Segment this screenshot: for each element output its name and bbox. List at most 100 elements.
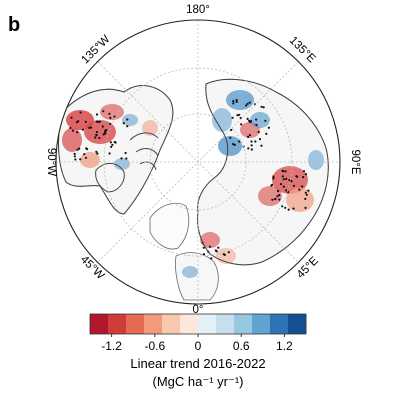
significance-dot [214, 249, 217, 252]
colorbar-title-line1: Linear trend 2016-2022 [130, 356, 265, 371]
coastlines [58, 78, 329, 266]
significance-dot [126, 118, 129, 121]
significance-dot [208, 245, 212, 248]
significance-dot [94, 136, 97, 139]
significance-dot [95, 150, 98, 153]
trend-patch [114, 158, 130, 170]
significance-dot [282, 170, 285, 173]
lon-label-upper-right: 135°E [287, 35, 318, 66]
significance-dot [301, 185, 304, 188]
significance-dot [232, 100, 235, 103]
significance-dot [302, 170, 306, 173]
significance-dot [282, 185, 285, 188]
colorbar-tick-label: 1.2 [276, 339, 293, 353]
significance-dot [265, 132, 268, 135]
lon-label-bottom: 0° [193, 304, 204, 316]
colorbar-tick-label: 0 [195, 339, 202, 353]
significance-dot [227, 251, 230, 254]
significance-dot [122, 122, 125, 125]
colorbar-tick-label: -1.2 [101, 339, 122, 353]
significance-dot [232, 143, 235, 146]
significance-dot [264, 119, 267, 122]
trend-patch [250, 112, 270, 128]
colorbar-swatch [216, 314, 235, 334]
lon-label-top: 180° [186, 4, 210, 16]
significance-dot [95, 130, 99, 134]
significance-dot [292, 184, 296, 187]
significance-dot [250, 148, 253, 151]
trend-patch [62, 128, 82, 152]
significance-dot [304, 206, 307, 209]
lon-label-upper-left: 135°W [79, 33, 112, 66]
significance-dot [250, 140, 253, 143]
significance-dot [284, 170, 287, 173]
significance-dot [257, 130, 260, 134]
eurasia-coast [197, 78, 329, 266]
significance-dot [120, 157, 123, 160]
significance-dot [79, 158, 82, 161]
graticule [56, 20, 340, 304]
significance-dot [126, 125, 129, 128]
lon-label-lower-right: 45°E [295, 255, 321, 281]
significance-dot [245, 104, 248, 107]
hudson-bay-coast [95, 163, 125, 193]
colorbar-tick-label: -0.6 [144, 339, 165, 353]
colorbar-swatch [198, 314, 217, 334]
significance-dot [113, 140, 116, 144]
significance-dot [76, 131, 79, 134]
significance-dot [284, 206, 287, 209]
significance-dot [250, 144, 253, 147]
significance-dot [95, 113, 99, 116]
trend-patch [308, 150, 324, 170]
panel-label: b [8, 14, 20, 36]
trend-patch [200, 232, 220, 248]
significance-dot [240, 123, 243, 126]
significance-dot [281, 175, 284, 178]
colorbar-swatch [180, 314, 199, 334]
significance-dot [247, 135, 250, 138]
significance-dot [124, 151, 127, 155]
significance-dot [79, 111, 82, 114]
significance-dot [290, 180, 293, 183]
significance-dot [85, 147, 88, 150]
colorbar-swatch [162, 314, 181, 334]
significance-dot [109, 122, 112, 126]
significance-dot [74, 158, 77, 161]
significance-dot [260, 144, 263, 147]
significance-dot [125, 157, 128, 160]
significance-dot [254, 140, 257, 143]
colorbar-swatch [270, 314, 289, 334]
significance-dot [238, 113, 241, 116]
significance-dot [248, 134, 251, 137]
meridian-135-315 [97, 61, 299, 263]
trend-patches [62, 90, 324, 278]
colorbar-swatch [144, 314, 163, 334]
significance-dot [270, 184, 273, 187]
significance-dot [235, 98, 238, 102]
trend-patch [142, 120, 158, 136]
significance-dot [267, 126, 270, 129]
significance-dot [73, 155, 76, 158]
significance-dot [223, 253, 226, 256]
north-america-coast [58, 85, 174, 215]
significance-dot [279, 183, 283, 186]
colorbar-swatch [288, 314, 307, 334]
significance-dot [105, 129, 108, 132]
canadian-arctic-islands [129, 132, 159, 171]
significance-dot [102, 133, 105, 136]
significance-dot [248, 101, 251, 104]
trend-patch [212, 108, 232, 132]
significance-dot [88, 126, 91, 129]
significance-dot [96, 152, 99, 155]
significance-dot [247, 147, 250, 150]
significance-dot [108, 152, 111, 155]
significance-dot [69, 126, 72, 130]
significance-dot [70, 116, 73, 119]
significance-dot [73, 152, 76, 155]
significance-dot [232, 102, 235, 105]
significance-dot [278, 194, 281, 197]
trend-patch [80, 152, 100, 168]
significance-dot [98, 120, 101, 123]
significance-dot [304, 173, 308, 176]
significance-dot [102, 110, 105, 113]
